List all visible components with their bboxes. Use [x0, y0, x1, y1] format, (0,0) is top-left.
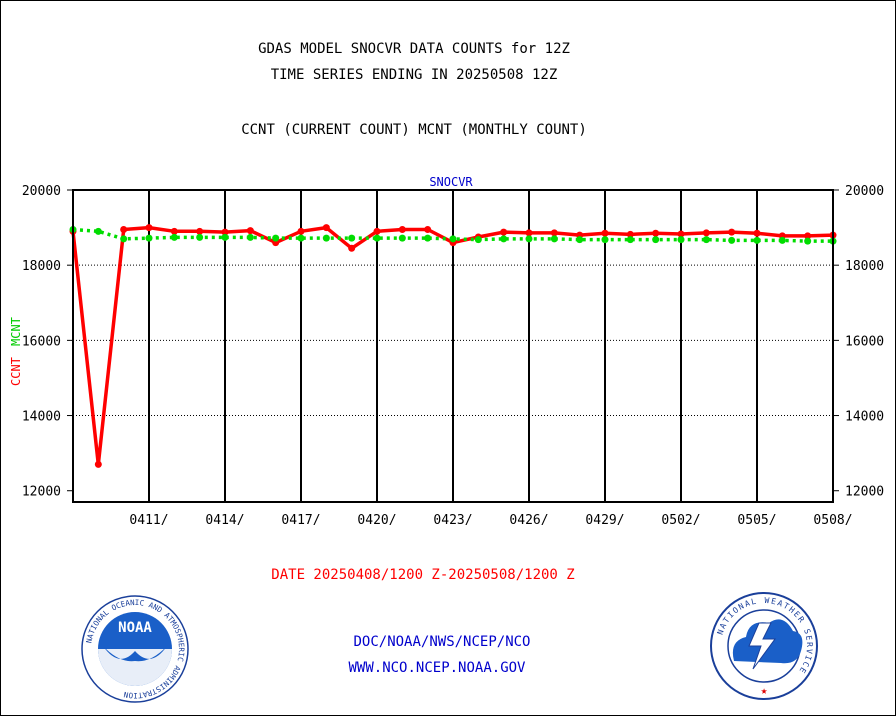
series-line-mcnt	[72, 227, 833, 243]
data-point-ccnt	[702, 229, 710, 237]
data-point-ccnt	[550, 229, 558, 237]
x-tick-label: 0411/	[129, 513, 168, 528]
y-tick-label-right: 12000	[845, 485, 884, 500]
x-tick-label: 0429/	[585, 513, 624, 528]
y-tick-label-left: 16000	[22, 334, 61, 349]
data-point-ccnt	[348, 244, 356, 252]
data-point-ccnt	[804, 232, 812, 240]
data-point-ccnt	[677, 230, 685, 238]
series-layer	[69, 224, 837, 468]
data-point-mcnt	[297, 234, 305, 242]
data-point-ccnt	[94, 460, 102, 468]
data-point-ccnt	[753, 229, 761, 237]
data-point-ccnt	[373, 227, 381, 235]
x-tick-label: 0414/	[205, 513, 244, 528]
x-tick-label: 0420/	[357, 513, 396, 528]
y-tick-label-left: 14000	[22, 410, 61, 425]
date-range-text: DATE 20250408/1200 Z-20250508/1200 Z	[271, 567, 574, 583]
x-tick-label: 0508/	[813, 513, 852, 528]
y-tick-label-right: 18000	[845, 259, 884, 274]
x-tick-label: 0426/	[509, 513, 548, 528]
noaa-logo-text: NOAA	[118, 620, 152, 636]
data-point-ccnt	[601, 229, 609, 237]
data-point-ccnt	[500, 228, 508, 236]
nws-logo: ★ NATIONAL WEATHER SERVICE	[710, 592, 818, 700]
data-point-ccnt	[652, 229, 660, 237]
y-tick-label-right: 20000	[845, 184, 884, 199]
y-axis-label-ccnt: CCNT	[9, 357, 23, 386]
data-point-ccnt	[398, 225, 406, 233]
chart-title-line2: TIME SERIES ENDING IN 20250508 12Z	[271, 67, 558, 83]
x-tick-label: 0417/	[281, 513, 320, 528]
data-point-ccnt	[728, 228, 736, 236]
chart-title-line3: CCNT (CURRENT COUNT) MCNT (MONTHLY COUNT…	[241, 122, 587, 138]
nws-star-icon: ★	[761, 684, 768, 697]
org-link[interactable]: DOC/NOAA/NWS/NCEP/NCO	[353, 634, 530, 650]
data-point-ccnt	[196, 227, 204, 235]
data-point-ccnt	[221, 228, 229, 236]
x-tick-label: 0423/	[433, 513, 472, 528]
x-tick-label: 0505/	[737, 513, 776, 528]
y-tick-label-right: 16000	[845, 334, 884, 349]
x-tick-label: 0502/	[661, 513, 700, 528]
y-tick-label-left: 18000	[22, 259, 61, 274]
website-link[interactable]: WWW.NCO.NCEP.NOAA.GOV	[348, 660, 526, 676]
plot-area-border	[72, 189, 834, 503]
y-tick-label-left: 12000	[22, 485, 61, 500]
data-point-ccnt	[297, 227, 305, 235]
y-tick-label-right: 14000	[845, 410, 884, 425]
data-point-ccnt	[322, 224, 330, 232]
data-point-ccnt	[424, 225, 432, 233]
data-point-ccnt	[525, 229, 533, 237]
data-point-ccnt	[170, 227, 178, 235]
data-point-ccnt	[145, 224, 153, 232]
y-axis-label-mcnt: MCNT	[9, 317, 23, 346]
axis-layer: 12000 12000 14000 14000 16000 16000 18000 18000…	[22, 184, 884, 528]
chart-title-line1: GDAS MODEL SNOCVR DATA COUNTS for 12Z	[258, 41, 570, 57]
data-point-mcnt	[500, 235, 508, 243]
y-tick-label-left: 20000	[22, 184, 61, 199]
data-point-ccnt	[246, 227, 254, 235]
data-point-ccnt	[120, 225, 128, 233]
plot-title: SNOCVR	[429, 175, 473, 189]
data-point-ccnt	[626, 230, 634, 238]
noaa-logo: NOAA NATIONAL OCEANIC AND ATMOSPHERIC AD…	[81, 595, 189, 703]
